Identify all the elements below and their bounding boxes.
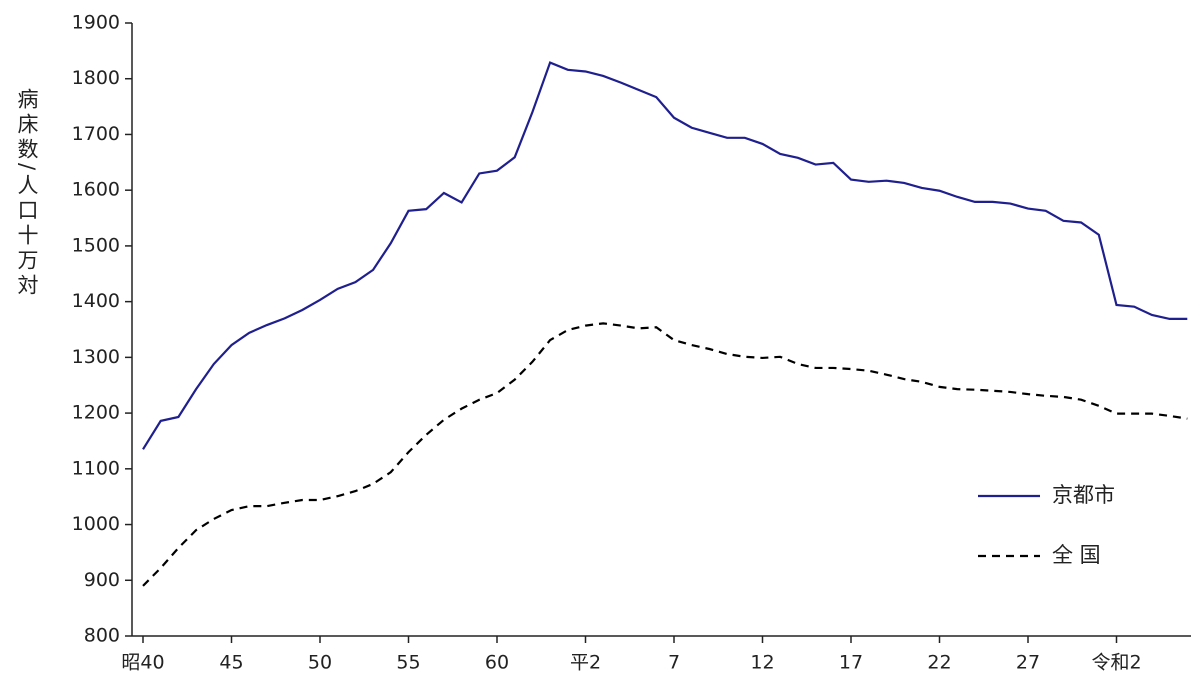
legend-label: 京都市 [1052, 483, 1115, 507]
y-tick-label: 1600 [72, 179, 120, 201]
x-tick-label: 55 [396, 652, 420, 674]
y-tick-label: 1200 [72, 402, 120, 424]
x-tick-label: 平2 [570, 652, 601, 674]
x-tick-label: 17 [839, 652, 863, 674]
x-tick-label: 60 [485, 652, 509, 674]
x-tick-label: 令和2 [1091, 652, 1141, 674]
x-tick-label: 7 [668, 652, 680, 674]
y-tick-label: 1800 [72, 67, 120, 89]
y-tick-label: 900 [84, 569, 120, 591]
y-tick-label: 800 [84, 625, 120, 647]
x-tick-label: 22 [927, 652, 951, 674]
x-tick-label: 27 [1016, 652, 1040, 674]
y-tick-label: 1000 [72, 513, 120, 535]
y-tick-label: 1500 [72, 234, 120, 256]
series-line [142, 61, 1188, 450]
legend-label: 全 国 [1052, 543, 1101, 567]
x-tick-label: 50 [308, 652, 332, 674]
y-tick-label: 1300 [72, 346, 120, 368]
y-tick-label: 1900 [72, 12, 120, 34]
x-tick-label: 45 [219, 652, 243, 674]
x-tick-label: 12 [750, 652, 774, 674]
y-tick-label: 1100 [72, 457, 120, 479]
series-line [142, 322, 1188, 587]
x-tick-label: 昭40 [121, 652, 164, 674]
y-tick-label: 1700 [72, 123, 120, 145]
y-axis-label: 病床数/人口十万対 [15, 88, 39, 300]
y-tick-label: 1400 [72, 290, 120, 312]
